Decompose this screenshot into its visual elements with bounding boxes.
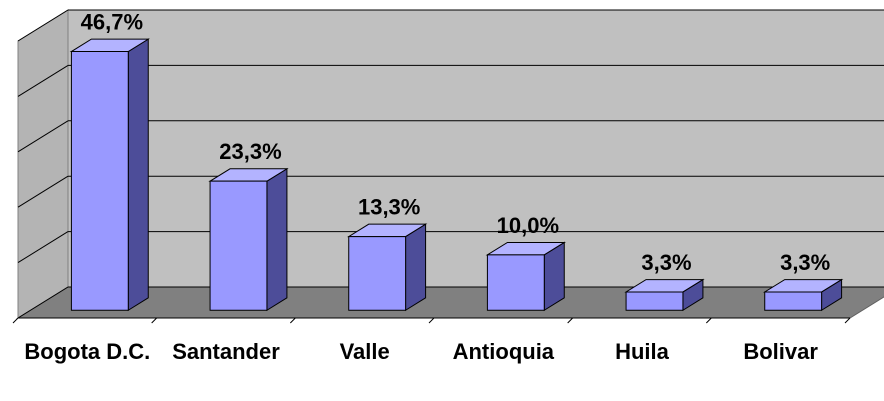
bar bbox=[209, 180, 268, 311]
bar bbox=[486, 254, 545, 311]
bar-side bbox=[127, 38, 149, 312]
x-tick bbox=[289, 317, 296, 324]
x-tick bbox=[12, 317, 19, 324]
x-tick-label: Bogota D.C. bbox=[24, 339, 151, 364]
data-label: 13,3% bbox=[358, 195, 420, 220]
data-label: 46,7% bbox=[81, 10, 143, 35]
x-tick-label: Bolivar bbox=[743, 339, 818, 364]
bar bbox=[625, 291, 684, 311]
x-tick bbox=[428, 317, 435, 324]
grid-line bbox=[17, 175, 69, 208]
bar-side bbox=[266, 167, 288, 312]
x-tick-label: Santander bbox=[172, 339, 280, 364]
data-label: 3,3% bbox=[780, 250, 830, 275]
bar bbox=[70, 51, 129, 311]
data-label: 10,0% bbox=[497, 213, 559, 238]
bar bbox=[764, 291, 823, 311]
bar-side bbox=[405, 223, 427, 312]
x-tick bbox=[151, 317, 158, 324]
bar bbox=[348, 236, 407, 311]
back-wall bbox=[67, 9, 884, 288]
grid-line bbox=[17, 231, 69, 264]
grid-line bbox=[17, 64, 69, 97]
plot-area: 46,7% 23,3% 13,3% 10,0% 3,3% 3,3% bbox=[12, 9, 884, 324]
grid-line bbox=[17, 120, 69, 153]
grid-line bbox=[17, 286, 69, 319]
side-wall bbox=[17, 9, 69, 319]
x-tick bbox=[844, 317, 851, 324]
x-tick-label: Antioquia bbox=[452, 339, 555, 364]
grid-line bbox=[17, 9, 69, 42]
x-tick bbox=[705, 317, 712, 324]
x-tick bbox=[567, 317, 574, 324]
data-label: 23,3% bbox=[219, 139, 281, 164]
data-label: 3,3% bbox=[641, 250, 691, 275]
x-tick-label: Valle bbox=[339, 339, 390, 364]
x-tick-label: Huila bbox=[615, 339, 669, 364]
